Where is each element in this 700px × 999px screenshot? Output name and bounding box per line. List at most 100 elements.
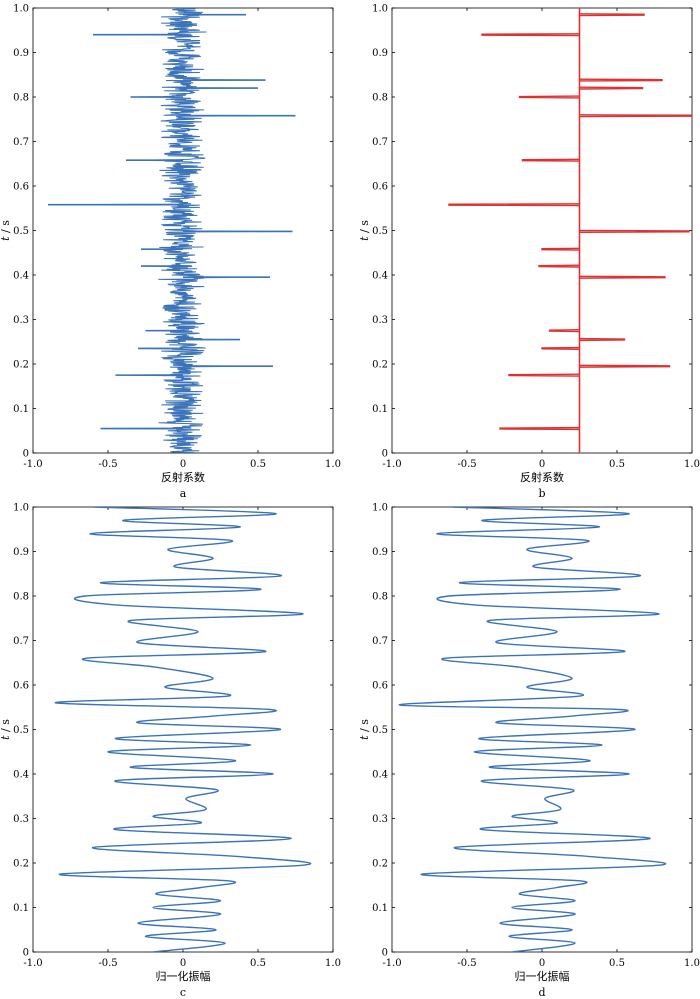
x-tick-label: -1.0	[382, 459, 401, 470]
y-tick-label: 0.2	[13, 360, 29, 371]
reflectivity-spike	[579, 337, 626, 342]
y-tick-label: 0.9	[13, 48, 29, 59]
x-axis: -1.0 -0.5 0 0.5 1.0	[23, 507, 341, 969]
y-tick-label: 0.9	[372, 547, 388, 558]
y-axis-label-var: t	[0, 735, 12, 740]
x-axis: -1.0 -0.5 0 0.5 1.0	[382, 8, 700, 470]
y-tick-label: 0.7	[13, 137, 29, 148]
y-axis-label-unit: / s	[358, 220, 371, 237]
reflectivity-spike	[541, 247, 580, 251]
x-tick-label: -1.0	[382, 958, 401, 969]
x-tick-label: 1.0	[325, 459, 341, 470]
plot-frame	[32, 506, 334, 953]
y-axis-label-var: t	[0, 236, 12, 241]
seismic-trace-line	[54, 507, 312, 952]
y-tick-label: 0.2	[372, 859, 388, 870]
x-tick-label: -0.5	[457, 459, 476, 470]
reflectivity-spike	[579, 86, 644, 90]
x-axis: -1.0 -0.5 0 0.5 1.0	[382, 507, 700, 969]
y-tick-label: 0.2	[372, 360, 388, 371]
y-tick-label: 1.0	[13, 503, 29, 514]
reflectivity-spike	[541, 346, 580, 351]
reflectivity-spike	[579, 114, 692, 118]
reflectivity-spike	[499, 426, 580, 431]
panel-c: -1.0 -0.5 0 0.5 1.0 0 0.1 0.2 0.3 0.4 0.5 0.6 0.7 0.8…	[0, 503, 341, 999]
panel-d: -1.0 -0.5 0 0.5 1.0 0 0.1 0.2 0.3 0.4 0.5 0.6 0.7 0.8…	[358, 503, 700, 999]
reflectivity-spike	[548, 329, 580, 333]
y-axis-label-var: t	[358, 236, 371, 241]
y-axis: 0 0.1 0.2 0.3 0.4 0.5 0.6 0.7 0.8 0.9 1.0	[372, 4, 692, 460]
y-tick-label: 0.4	[13, 770, 29, 781]
x-tick-label: 0.5	[609, 459, 625, 470]
y-tick-label: 0.4	[372, 770, 388, 781]
x-tick-label: -0.5	[98, 459, 117, 470]
x-tick-label: 1.0	[684, 459, 700, 470]
y-tick-label: 0	[23, 948, 29, 959]
y-tick-label: 0.8	[13, 592, 29, 603]
reflectivity-spike	[518, 95, 580, 99]
panel-b: -1.0 -0.5 0 0.5 1.0 0 0.1 0.2 0.3 0.4 0.5 0.6 0.7 0.8…	[358, 4, 700, 501]
y-tick-label: 0.3	[13, 814, 29, 825]
y-tick-label: 0.1	[13, 404, 29, 415]
x-tick-label: 1.0	[325, 958, 341, 969]
y-tick-label: 0.5	[372, 226, 388, 237]
y-tick-label: 0.8	[372, 592, 388, 603]
reflectivity-spike	[538, 264, 580, 268]
y-tick-label: 0.8	[13, 93, 29, 104]
reflectivity-spike	[521, 158, 580, 162]
reflectivity-spike	[579, 275, 666, 279]
y-tick-label: 0.3	[13, 315, 29, 326]
y-tick-label: 0.3	[372, 814, 388, 825]
x-tick-label: 0.5	[609, 958, 625, 969]
x-axis-label: 反射系数	[161, 470, 205, 484]
y-axis-label-unit: / s	[0, 220, 12, 237]
x-tick-label: -1.0	[23, 958, 42, 969]
y-tick-label: 0.1	[13, 903, 29, 914]
y-tick-label: 0.5	[13, 226, 29, 237]
plot-frame	[391, 506, 693, 953]
y-tick-label: 0.1	[372, 404, 388, 415]
panel-label: b	[538, 487, 545, 500]
x-tick-label: 0	[539, 958, 545, 969]
x-tick-label: 0.5	[250, 958, 266, 969]
reflectivity-spike	[579, 78, 663, 82]
y-tick-label: 0.4	[372, 271, 388, 282]
panel-a: -1.0 -0.5 0 0.5 1.0 0 0.1 0.2 0.3 0.4 0.5 0.6 0.7 0.8…	[0, 4, 341, 501]
y-axis: 0 0.1 0.2 0.3 0.4 0.5 0.6 0.7 0.8 0.9 1.0	[13, 4, 333, 460]
y-tick-label: 0.7	[13, 636, 29, 647]
y-tick-label: 0.6	[13, 681, 29, 692]
y-tick-label: 0.6	[372, 681, 388, 692]
y-tick-label: 1.0	[13, 4, 29, 15]
y-tick-label: 0.2	[13, 859, 29, 870]
y-tick-label: 0.4	[13, 271, 29, 282]
seismic-trace-line	[398, 507, 667, 952]
reflectivity-spike	[579, 13, 645, 17]
y-tick-label: 0.8	[372, 93, 388, 104]
x-tick-label: -0.5	[457, 958, 476, 969]
y-tick-label: 0	[23, 449, 29, 460]
y-tick-label: 0.9	[13, 547, 29, 558]
x-tick-label: 1.0	[684, 958, 700, 969]
reflectivity-spike	[481, 33, 580, 37]
y-axis-label-var: t	[358, 735, 371, 740]
y-axis-label-unit: / s	[0, 719, 12, 736]
y-axis: 0 0.1 0.2 0.3 0.4 0.5 0.6 0.7 0.8 0.9 1.0	[372, 503, 692, 959]
y-tick-label: 0.9	[372, 48, 388, 59]
y-tick-label: 0.1	[372, 903, 388, 914]
y-tick-label: 0.6	[372, 182, 388, 193]
x-tick-label: 0	[539, 459, 545, 470]
y-tick-label: 0	[382, 449, 388, 460]
y-tick-label: 0.5	[372, 725, 388, 736]
x-tick-label: -1.0	[23, 459, 42, 470]
reflectivity-spike	[579, 364, 671, 368]
reflectivity-series-line	[47, 8, 296, 453]
y-tick-label: 0	[382, 948, 388, 959]
x-axis-label: 归一化振幅	[515, 969, 570, 983]
y-tick-label: 1.0	[372, 503, 388, 514]
reflectivity-spike	[508, 373, 580, 377]
x-axis: -1.0 -0.5 0 0.5 1.0	[23, 8, 341, 470]
reflectivity-spike	[448, 203, 580, 207]
y-axis-label: t / s	[0, 719, 12, 740]
panel-label: d	[538, 986, 545, 999]
